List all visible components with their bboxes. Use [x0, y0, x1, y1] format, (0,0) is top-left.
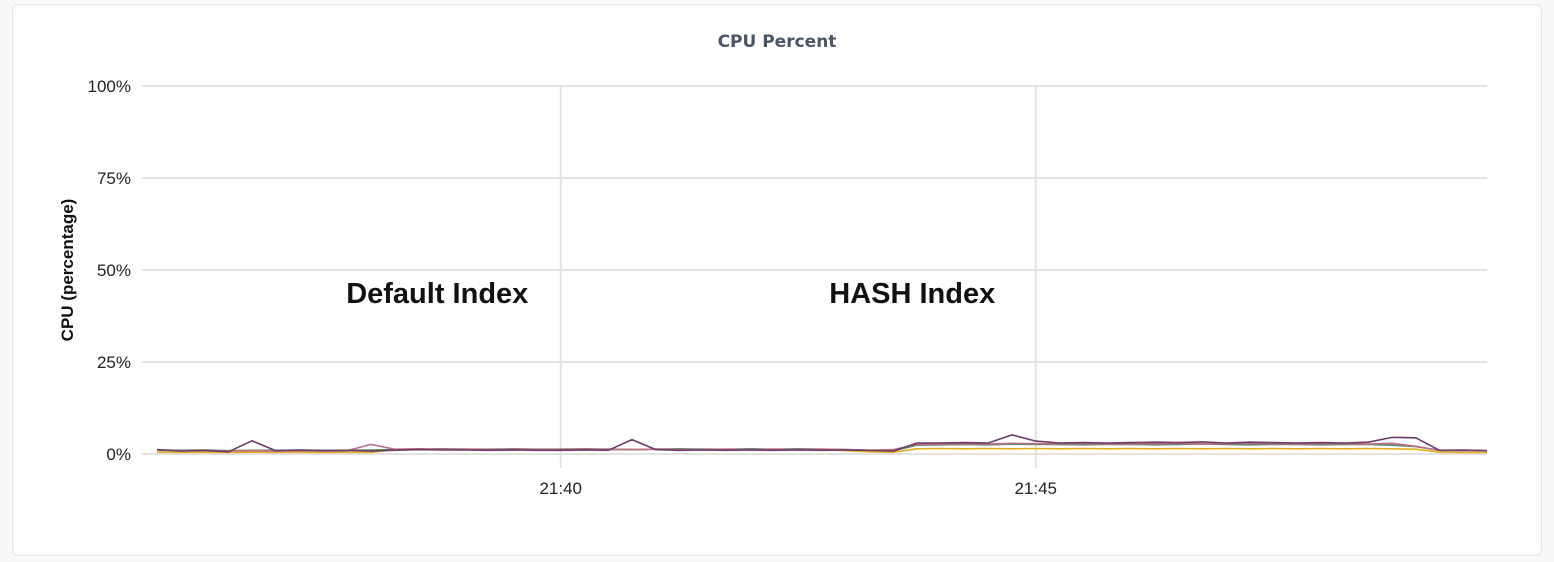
series-layer: [156, 434, 1488, 454]
y-axis-label: CPU (percentage): [58, 199, 77, 342]
y-tick-label: 75%: [97, 169, 131, 188]
chart-panel: [12, 4, 1542, 556]
annotation-layer: Default Index HASH Index: [346, 278, 995, 310]
chart-title: CPU Percent: [717, 32, 837, 52]
series-line: [156, 434, 1488, 453]
x-tick-label: 21:45: [1014, 479, 1057, 498]
y-tick-label: 0%: [106, 445, 131, 464]
x-tick-label: 21:40: [539, 479, 582, 498]
annotation-label: HASH Index: [829, 278, 995, 310]
tick-layer: 0% 25% 50% 75% 100% 21:40 21:45: [88, 77, 1058, 498]
grid-layer: [142, 85, 1487, 468]
annotation-label: Default Index: [346, 278, 528, 310]
y-tick-label: 50%: [97, 261, 131, 280]
y-tick-label: 25%: [97, 353, 131, 372]
series-line: [156, 442, 1487, 452]
y-tick-label: 100%: [88, 77, 131, 96]
